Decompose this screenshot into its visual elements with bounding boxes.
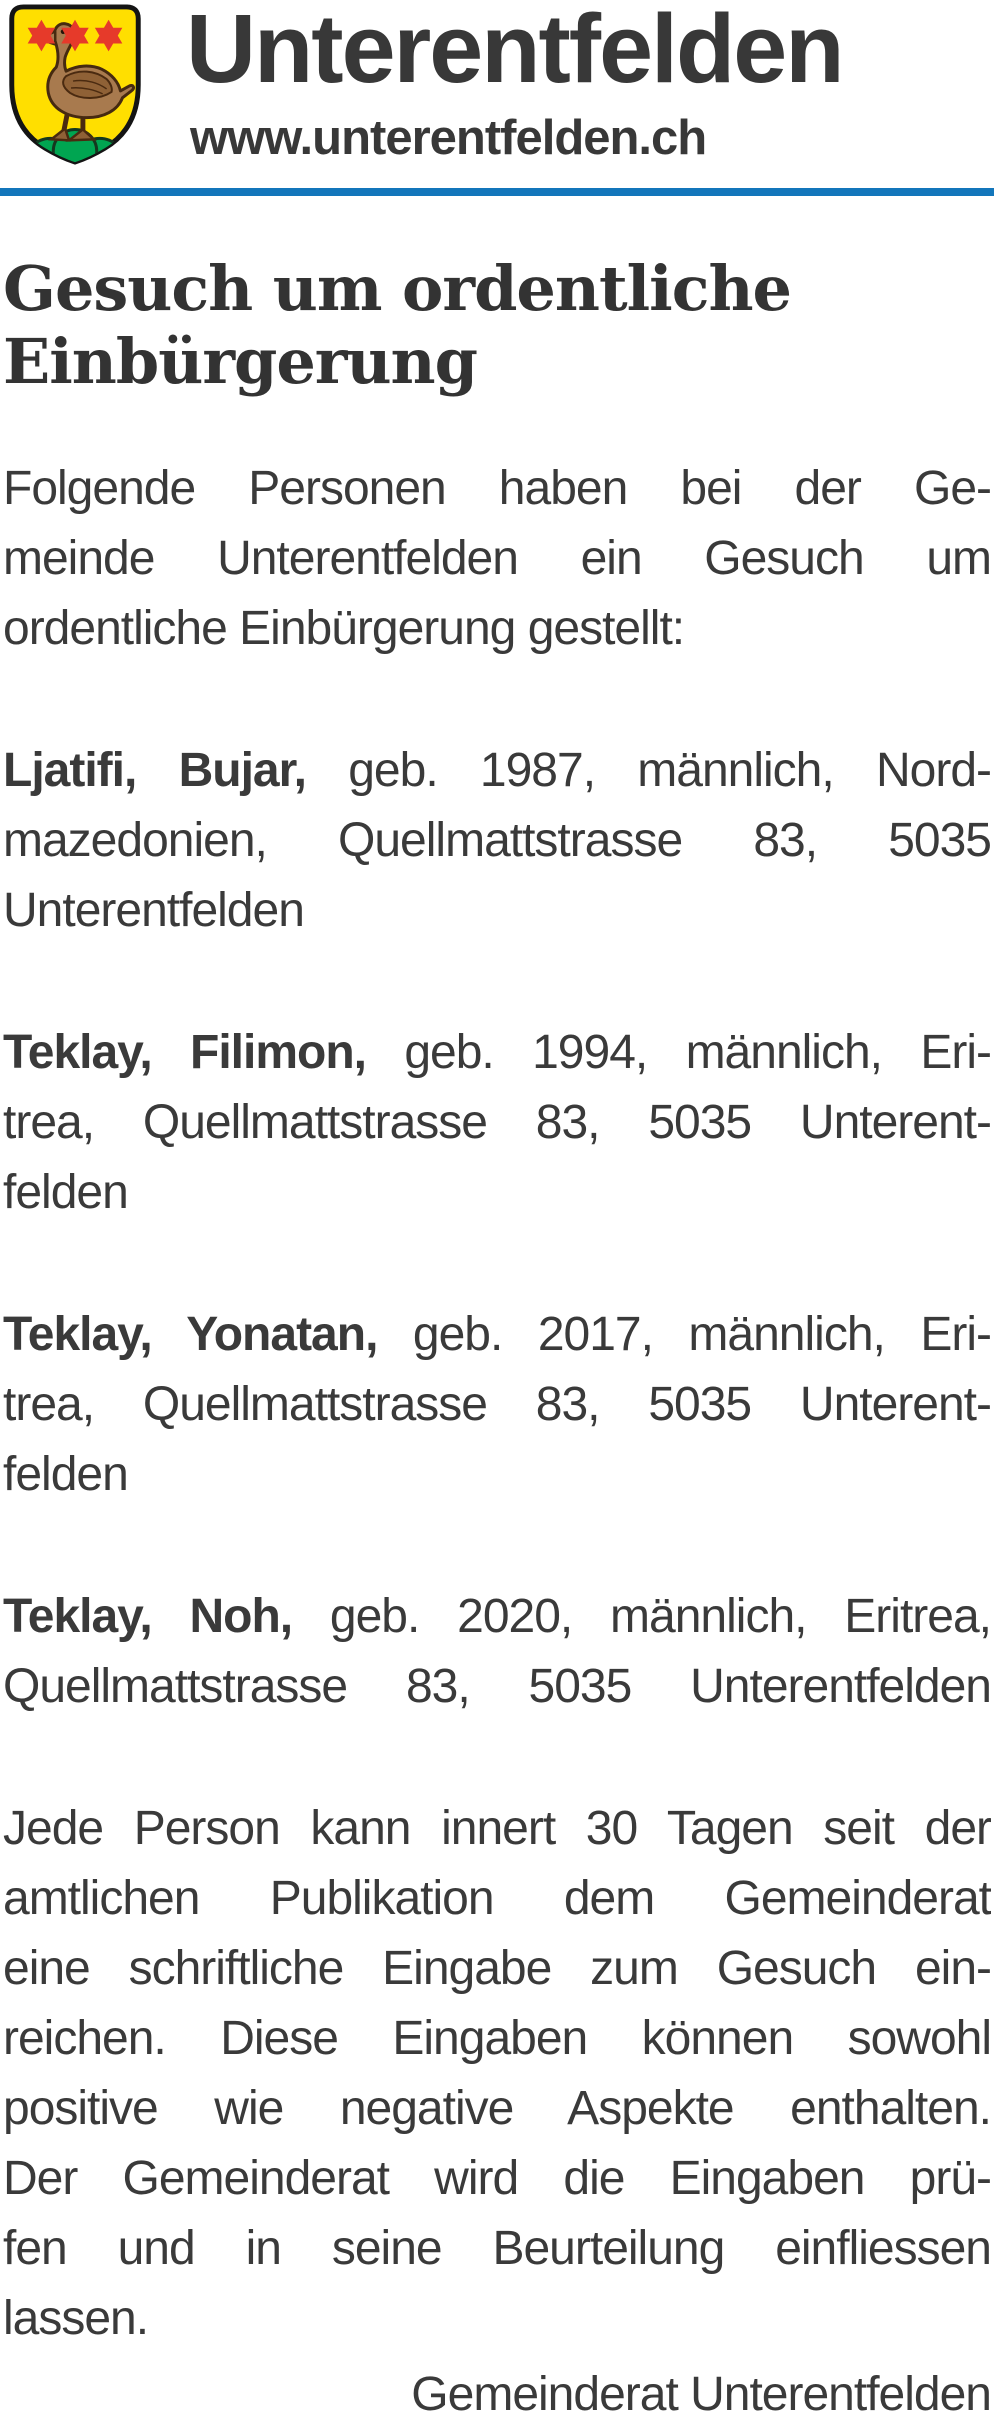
naturalization-entry: Teklay, Noh, geb. 2020, männlich, Eritre… [3, 1582, 991, 1722]
signature-line: Gemeinderat Unterentfelden [411, 2368, 992, 2421]
text-line: eine schriftliche Eingabe zum Gesuch ein… [3, 1942, 991, 1995]
text-line: Der Gemeinderat wird die Eingaben prü- [3, 2152, 991, 2205]
text-line: Teklay, Noh, geb. 2020, männlich, Eritre… [3, 1590, 991, 1643]
text-line: positive wie negative Aspekte enthalten. [3, 2082, 991, 2135]
naturalization-entry: Teklay, Yonatan, geb. 2017, männlich, Er… [3, 1300, 991, 1510]
municipal-coat-of-arms-icon [9, 4, 141, 165]
star-icon [27, 19, 56, 52]
naturalization-entry: Ljatifi, Bujar, geb. 1987, männlich, Nor… [3, 736, 991, 946]
intro-paragraph: Folgende Personen haben bei der Ge-meind… [3, 454, 991, 664]
announcement-article: Gesuch um ordentliche Einbürgerung Folge… [0, 252, 994, 2430]
text-line: Quellmattstrasse 83, 5035 Unterentfelden [3, 1660, 991, 1713]
text-line: mazedonien, Quellmattstrasse 83, 5035 [3, 814, 991, 867]
text-line: trea, Quellmattstrasse 83, 5035 Unterent… [3, 1096, 991, 1149]
text-line: trea, Quellmattstrasse 83, 5035 Unterent… [3, 1378, 991, 1431]
municipality-name: Unterentfelden [186, 0, 844, 103]
text-line: fen und in seine Beurteilung einfliessen [3, 2222, 991, 2275]
text-line: Folgende Personen haben bei der Ge- [3, 462, 991, 515]
text-line: Teklay, Filimon, geb. 1994, männlich, Er… [3, 1026, 991, 1079]
star-icon [94, 19, 123, 52]
header-rule [0, 188, 994, 196]
masthead: Unterentfelden www.unterentfelden.ch [0, 0, 994, 196]
article-title: Gesuch um ordentliche Einbürgerung [3, 252, 792, 398]
text-line: reichen. Diese Eingaben können sowohl [3, 2012, 991, 2065]
text-line: Teklay, Yonatan, geb. 2017, männlich, Er… [3, 1308, 991, 1361]
star-icon [61, 19, 89, 52]
text-line: felden [3, 1166, 129, 1219]
text-line: felden [3, 1448, 129, 1501]
text-line: Jede Person kann innert 30 Tagen seit de… [3, 1802, 991, 1855]
text-line: amtlichen Publikation dem Gemeinderat [3, 1872, 991, 1925]
text-line: meinde Unterentfelden ein Gesuch um [3, 532, 991, 585]
text-line: Unterentfelden [3, 884, 305, 937]
text-line: ordentliche Einbürgerung gestellt: [3, 602, 685, 655]
website-url: www.unterentfelden.ch [190, 111, 707, 165]
closing-paragraph: Jede Person kann innert 30 Tagen seit de… [3, 1794, 991, 2354]
text-line: lassen. [3, 2292, 149, 2345]
naturalization-entry: Teklay, Filimon, geb. 1994, männlich, Er… [3, 1018, 991, 1228]
text-line: Ljatifi, Bujar, geb. 1987, männlich, Nor… [3, 744, 991, 797]
